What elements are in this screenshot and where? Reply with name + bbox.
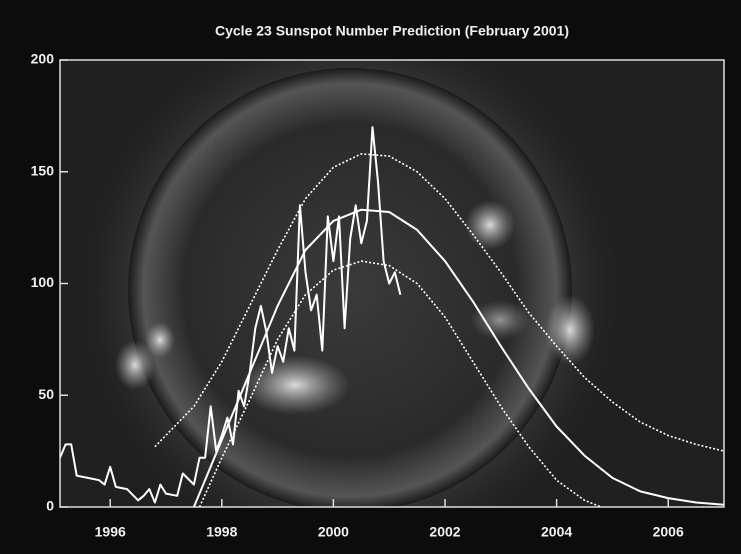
chart: Cycle 23 Sunspot Number Prediction (Febr… xyxy=(0,0,741,554)
y-tick-label: 50 xyxy=(38,386,54,402)
x-tick-label: 2000 xyxy=(318,524,349,540)
y-tick-label: 0 xyxy=(46,498,54,514)
y-tick-label: 200 xyxy=(31,51,55,67)
chart-title: Cycle 23 Sunspot Number Prediction (Febr… xyxy=(215,23,569,39)
x-tick-label: 2004 xyxy=(541,524,572,540)
x-tick-label: 1998 xyxy=(206,524,237,540)
x-tick-label: 2002 xyxy=(429,524,460,540)
y-tick-label: 100 xyxy=(31,274,55,290)
y-tick-label: 150 xyxy=(31,162,55,178)
x-tick-label: 2006 xyxy=(653,524,684,540)
x-tick-label: 1996 xyxy=(95,524,126,540)
